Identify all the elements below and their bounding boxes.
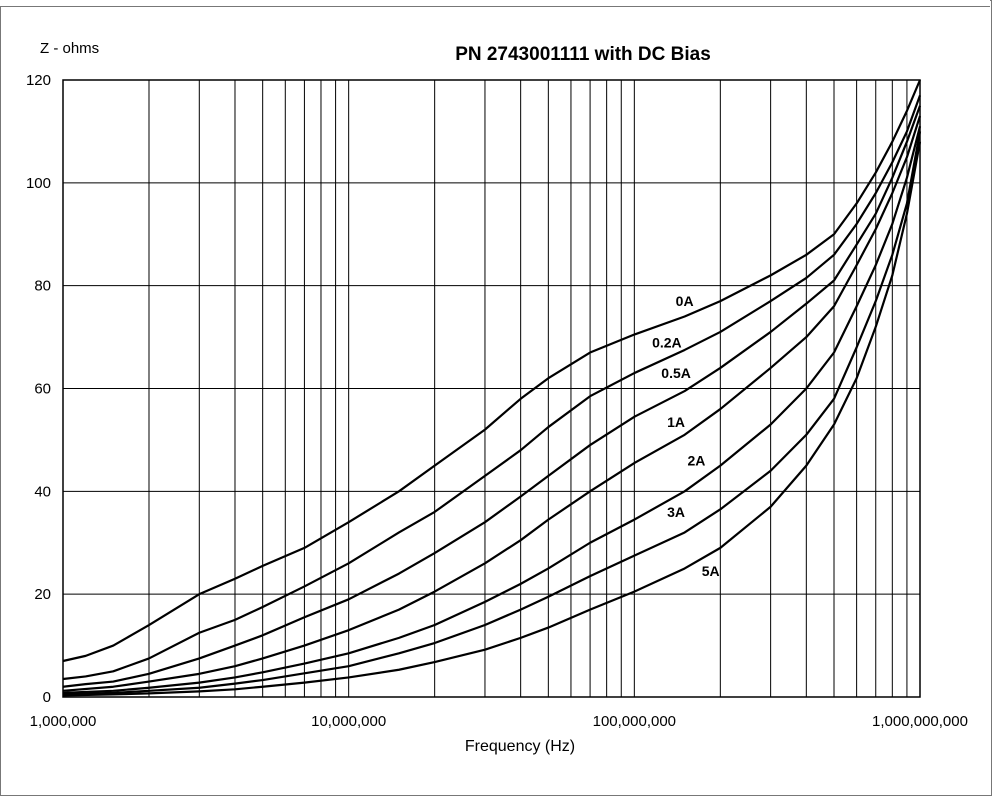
tick-labels: 0 20 40 60 80 100 120 1,000,000 10,000,000 100,00…	[26, 72, 968, 730]
series-line	[62, 79, 922, 663]
y-tick-label: 20	[34, 586, 51, 603]
series-lines	[62, 79, 922, 697]
chart-title: PN 2743001111 with DC Bias	[455, 44, 711, 65]
series-label: 0.2A	[652, 334, 682, 350]
series-label: 5A	[702, 563, 720, 579]
series-label: 3A	[667, 504, 685, 520]
series-line	[62, 105, 922, 688]
series-line	[62, 141, 922, 697]
x-tick-label: 100,000,000	[593, 713, 676, 730]
grid	[62, 79, 920, 698]
series-label: 0A	[676, 293, 694, 309]
series-line	[62, 125, 922, 694]
top-border	[0, 0, 990, 7]
series-line	[62, 95, 922, 681]
series-label: 0.5A	[661, 365, 691, 381]
y-tick-label: 120	[26, 72, 51, 89]
y-tick-label: 0	[43, 689, 51, 706]
series-labels: 0A 0.2A 0.5A 1A 2A 3A 5A	[652, 293, 720, 579]
series-label: 2A	[688, 453, 706, 469]
x-tick-label: 1,000,000,000	[872, 713, 968, 730]
y-tick-label: 60	[34, 381, 51, 398]
plot-border	[62, 79, 921, 698]
x-tick-label: 1,000,000	[30, 713, 97, 730]
series-line	[62, 115, 922, 692]
series-label: 1A	[667, 414, 685, 430]
y-tick-label: 80	[34, 278, 51, 295]
series-line	[62, 131, 922, 696]
y-tick-label: 40	[34, 483, 51, 500]
x-axis-label: Frequency (Hz)	[465, 738, 575, 755]
y-axis-label: Z - ohms	[40, 40, 99, 57]
y-tick-label: 100	[26, 175, 51, 192]
x-tick-label: 10,000,000	[311, 713, 386, 730]
